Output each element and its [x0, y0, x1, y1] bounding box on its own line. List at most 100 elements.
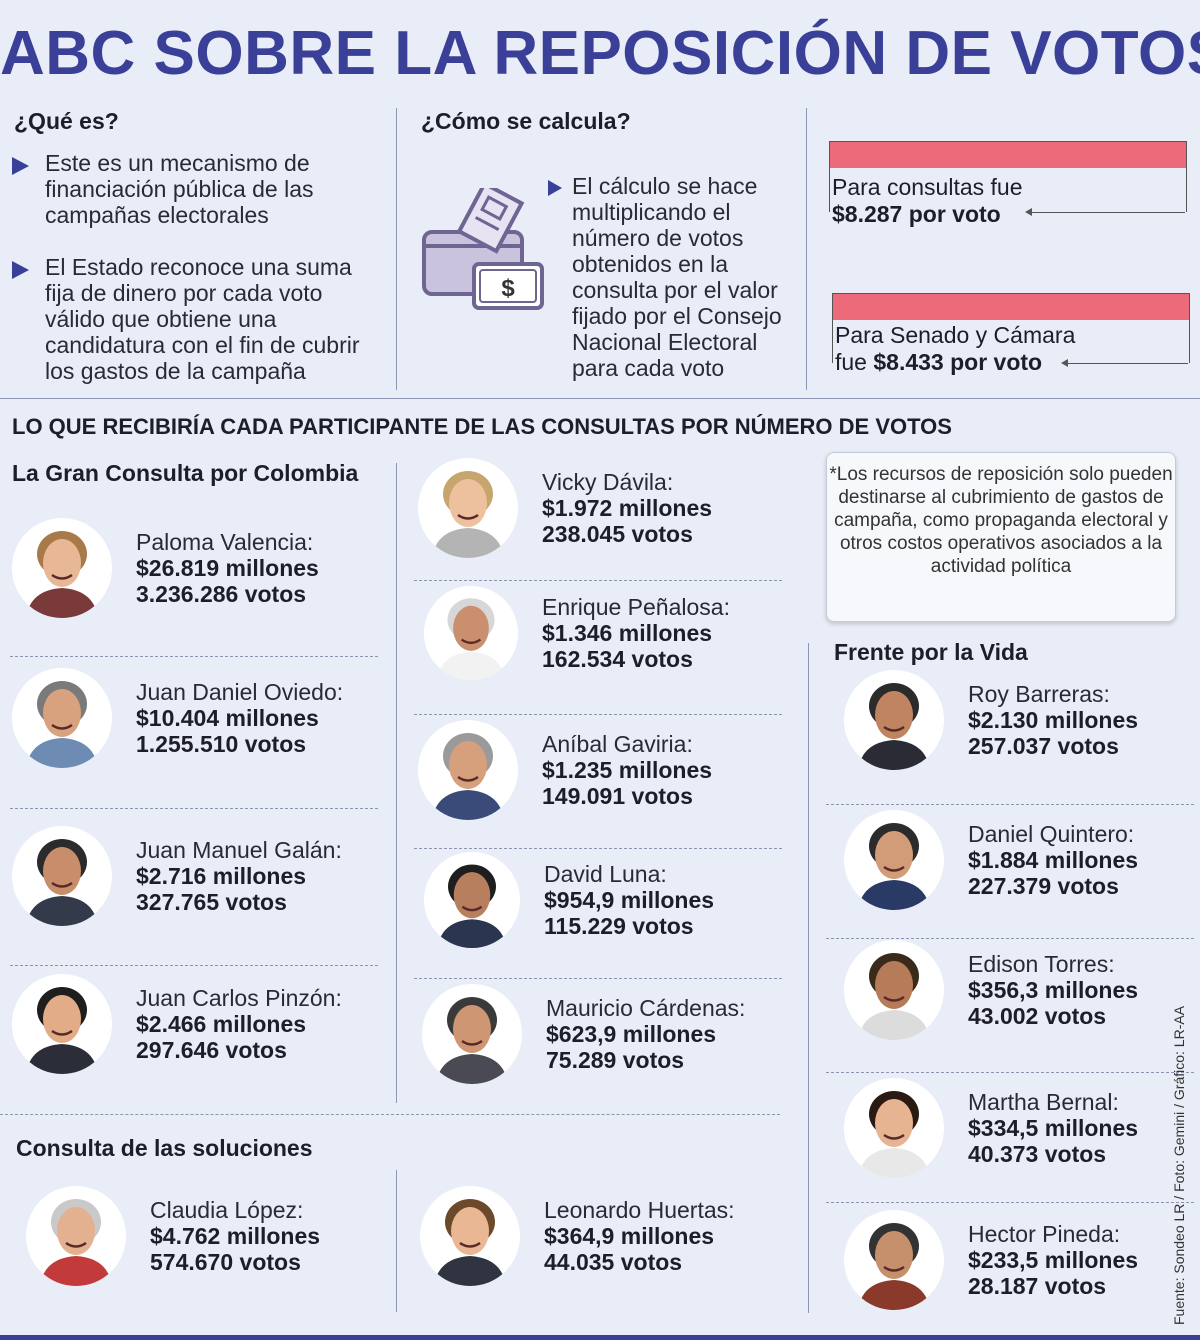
participant-votes: 238.045 votos [542, 521, 693, 547]
participant-amount: $364,9 millones [544, 1223, 715, 1249]
participant-name: Hector Pineda: [968, 1221, 1121, 1247]
participant-name: Claudia López: [150, 1197, 304, 1223]
section-title: LO QUE RECIBIRÍA CADA PARTICIPANTE DE LA… [12, 414, 952, 439]
participant-amount: $356,3 millones [968, 977, 1139, 1003]
avatar [844, 1210, 944, 1310]
participant-votes: 1.255.510 votos [136, 731, 307, 757]
credit: Fuente: Sondeo LR / Foto: Gemini / Gráfi… [1171, 1005, 1187, 1325]
page-title: ABC SOBRE LA REPOSICIÓN DE VOTOS [0, 19, 1200, 88]
rate-bar-consultas [829, 141, 1187, 168]
avatar [422, 984, 522, 1084]
participant-juan-daniel-oviedo: Juan Daniel Oviedo: $10.404 millones 1.255… [12, 668, 343, 768]
participant-leonardo-huertas: Leonardo Huertas: $364,9 millones 44.035 v… [420, 1186, 735, 1286]
participant-votes: 227.379 votos [968, 873, 1119, 899]
participant-roy-barreras: Roy Barreras: $2.130 millones 257.037 voto… [844, 670, 1138, 770]
que-es-bullet-1: Este es un mecanismo de financiación púb… [12, 150, 382, 228]
group-frente-vida: Frente por la Vida [834, 639, 1028, 665]
participant-claudia-lopez: Claudia López: $4.762 millones 574.670 vot… [26, 1186, 320, 1286]
participant-votes: 257.037 votos [968, 733, 1119, 759]
participant-name: Daniel Quintero: [968, 821, 1135, 847]
participant-mauricio-cardenas: Mauricio Cárdenas: $623,9 millones 75.289 … [422, 984, 745, 1084]
participant-amount: $10.404 millones [136, 705, 319, 731]
avatar [418, 720, 518, 820]
participant-martha-bernal: Martha Bernal: $334,5 millones 40.373 voto… [844, 1078, 1138, 1178]
participant-amount: $623,9 millones [546, 1021, 717, 1047]
avatar [418, 458, 518, 558]
participant-votes: 28.187 votos [968, 1273, 1107, 1299]
participant-juan-carlos-pinzon: Juan Carlos Pinzón: $2.466 millones 297.64… [12, 974, 342, 1074]
arrow-icon [1025, 208, 1032, 216]
divider [396, 108, 397, 390]
participant-votes: 297.646 votos [136, 1037, 287, 1063]
triangle-bullet-icon [12, 157, 29, 175]
avatar [844, 1078, 944, 1178]
participant-amount: $1.884 millones [968, 847, 1139, 873]
avatar [844, 810, 944, 910]
participant-name: Mauricio Cárdenas: [546, 995, 746, 1021]
participant-amount: $2.716 millones [136, 863, 307, 889]
participant-name: Paloma Valencia: [136, 529, 314, 555]
credit-text: Fuente: Sondeo LR / Foto: Gemini / Gráfi… [1171, 1005, 1187, 1325]
avatar [424, 586, 518, 680]
rate-consultas-value: $8.287 por voto [832, 201, 1001, 227]
participant-votes: 3.236.286 votos [136, 581, 307, 607]
ballot-money-icon: $ [422, 188, 544, 310]
group-gran-consulta: La Gran Consulta por Colombia [12, 460, 359, 486]
participant-name: Leonardo Huertas: [544, 1197, 735, 1223]
participant-name: Edison Torres: [968, 951, 1115, 977]
participant-amount: $26.819 millones [136, 555, 319, 581]
participant-vicky-davila: Vicky Dávila: $1.972 millones 238.045 voto… [418, 458, 712, 558]
participant-votes: 162.534 votos [542, 646, 693, 672]
participant-name: Aníbal Gaviria: [542, 731, 693, 757]
participant-amount: $233,5 millones [968, 1247, 1139, 1273]
participant-amount: $954,9 millones [544, 887, 715, 913]
participant-name: Vicky Dávila: [542, 469, 674, 495]
svg-text:$: $ [501, 275, 515, 302]
triangle-bullet-icon [548, 180, 562, 196]
participant-votes: 43.002 votos [968, 1003, 1107, 1029]
triangle-bullet-icon [12, 261, 29, 279]
participant-daniel-quintero: Daniel Quintero: $1.884 millones 227.379 v… [844, 810, 1138, 910]
que-es-bullet-2: El Estado reconoce una suma fija de dine… [12, 254, 382, 384]
participant-paloma-valencia: Paloma Valencia: $26.819 millones 3.236.28… [12, 518, 319, 618]
participant-votes: 574.670 votos [150, 1249, 301, 1275]
rate-senado-value-line: fue $8.433 por voto [835, 349, 1043, 375]
como-heading: ¿Cómo se calcula? [421, 108, 631, 134]
rate-senado-label: Para Senado y Cámara [835, 322, 1076, 348]
group-soluciones: Consulta de las soluciones [16, 1135, 313, 1161]
que-es-heading: ¿Qué es? [14, 108, 119, 134]
avatar [424, 852, 520, 948]
como-bullet: El cálculo se hace multiplicando el núme… [548, 173, 798, 381]
participant-name: Juan Carlos Pinzón: [136, 985, 342, 1011]
avatar [844, 670, 944, 770]
participant-votes: 115.229 votos [544, 913, 694, 939]
participant-amount: $334,5 millones [968, 1115, 1139, 1141]
participant-name: Juan Manuel Galán: [136, 837, 342, 863]
avatar [12, 668, 112, 768]
participant-amount: $2.130 millones [968, 707, 1139, 733]
participant-name: Enrique Peñalosa: [542, 594, 730, 620]
participant-amount: $1.346 millones [542, 620, 713, 646]
rate-bar-senado [832, 293, 1190, 320]
participant-enrique-penalosa: Enrique Peñalosa: $1.346 millones 162.534 … [424, 586, 730, 680]
participant-juan-manuel-galan: Juan Manuel Galán: $2.716 millones 327.765… [12, 826, 342, 926]
participant-amount: $2.466 millones [136, 1011, 307, 1037]
participant-amount: $1.972 millones [542, 495, 713, 521]
participant-votes: 327.765 votos [136, 889, 287, 915]
avatar [420, 1186, 520, 1286]
participant-david-luna: David Luna: $954,9 millones 115.229 votos [424, 852, 714, 948]
avatar [26, 1186, 126, 1286]
participant-votes: 40.373 votos [968, 1141, 1107, 1167]
participant-name: Roy Barreras: [968, 681, 1110, 707]
participant-votes: 75.289 votos [546, 1047, 685, 1073]
participant-name: Martha Bernal: [968, 1089, 1119, 1115]
avatar [844, 940, 944, 1040]
divider [806, 108, 807, 390]
participant-name: David Luna: [544, 861, 667, 887]
participant-amount: $4.762 millones [150, 1223, 321, 1249]
arrow-icon [1061, 359, 1068, 367]
participant-votes: 149.091 votos [542, 783, 693, 809]
avatar [12, 826, 112, 926]
bottom-bar [0, 1335, 1200, 1340]
rate-consultas-label: Para consultas fue [832, 174, 1023, 200]
